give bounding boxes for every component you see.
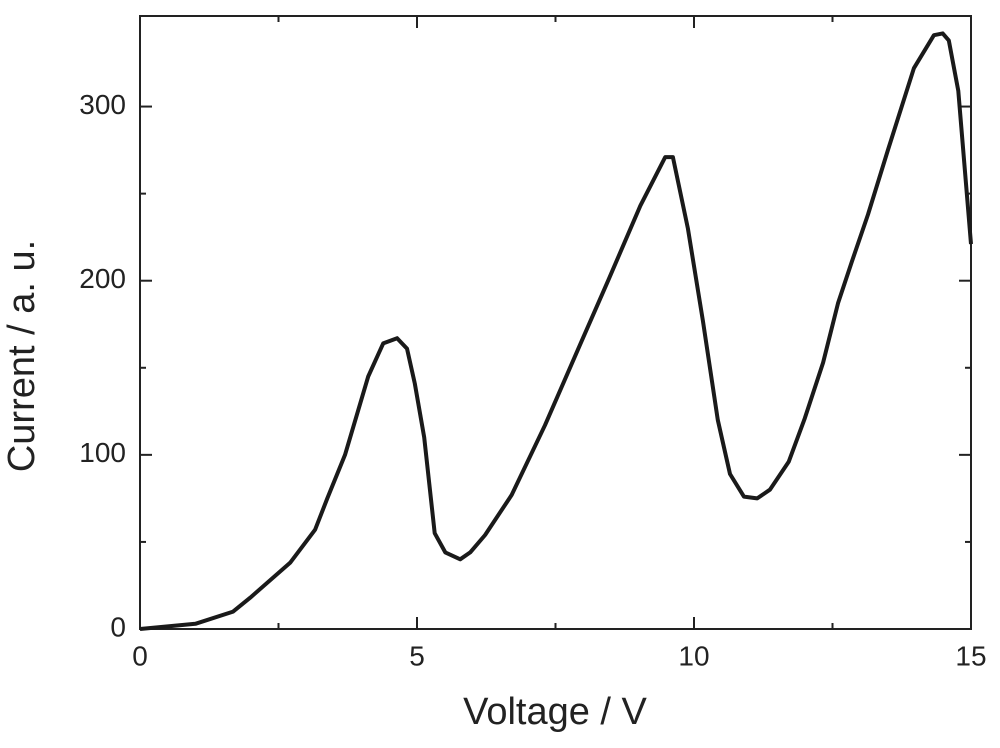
y-tick-label: 300 bbox=[79, 89, 126, 120]
y-axis-title: Current / a. u. bbox=[1, 240, 43, 472]
y-tick-label: 200 bbox=[79, 263, 126, 294]
y-tick-label: 0 bbox=[110, 611, 126, 642]
x-axis-title: Voltage / V bbox=[463, 691, 647, 733]
y-tick-label: 100 bbox=[79, 437, 126, 468]
plot-frame bbox=[139, 15, 972, 630]
x-tick-label: 15 bbox=[955, 640, 986, 671]
x-tick-label: 10 bbox=[678, 640, 709, 671]
x-tick-label: 5 bbox=[409, 640, 425, 671]
data-line bbox=[139, 31, 973, 631]
x-tick-label: 0 bbox=[132, 640, 148, 671]
